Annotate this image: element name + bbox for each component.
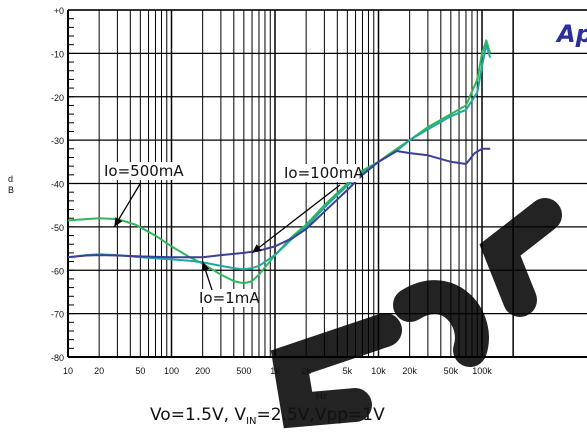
annotation-label: Io=500mA xyxy=(104,162,184,180)
x-tick-label: 20k xyxy=(402,366,417,376)
watermark xyxy=(270,198,562,429)
x-tick-label: 10 xyxy=(63,366,73,376)
x-axis-label: Hz xyxy=(316,391,327,401)
y-axis-label-line-1: d xyxy=(8,174,13,184)
x-tick-label: 1k xyxy=(270,366,280,376)
caption: Vo=1.5V, VIN=2.5V,Vpp=1V xyxy=(150,405,385,427)
x-tick-label: 500 xyxy=(236,366,251,376)
y-tick-label: +0 xyxy=(54,6,64,16)
annotation-arrow-head xyxy=(114,217,123,227)
caption-post: =2.5V,Vpp=1V xyxy=(257,405,386,425)
annotation-arrow-head xyxy=(252,244,262,253)
annotation-arrow-line xyxy=(251,184,341,254)
tick-labels: 10 20 50 100 200 500 1k 2k 5k 10k 20k 50k 100k +0 -10 -… xyxy=(51,6,492,376)
x-tick-label: 200 xyxy=(195,366,210,376)
x-tick-label: 5k xyxy=(343,366,353,376)
watermark-stroke-m xyxy=(479,198,562,317)
annotation-label: Io=100mA xyxy=(284,164,364,182)
annotation-label-bg xyxy=(197,289,257,307)
y-tick-label: -70 xyxy=(51,310,64,320)
annotation-arrow-head xyxy=(201,261,210,272)
y-tick-label: -30 xyxy=(51,136,64,146)
annotation-label: Io=1mA xyxy=(199,289,260,307)
y-tick-label: -40 xyxy=(51,180,64,190)
caption-pre: Vo=1.5V, V xyxy=(150,405,246,425)
annotations: Io=500mA Io=100mA Io=1mA xyxy=(102,162,364,307)
annotation-label-bg xyxy=(282,164,360,182)
x-tick-label: 50 xyxy=(135,366,145,376)
x-tick-label: 2k xyxy=(301,366,311,376)
y-tick-label: -20 xyxy=(51,93,64,103)
series-line xyxy=(67,43,492,271)
series-line xyxy=(67,147,491,259)
y-tick-label: -50 xyxy=(51,223,64,233)
y-tick-label: -60 xyxy=(51,266,64,276)
caption-sub: IN xyxy=(246,416,256,427)
logo-text: Ap xyxy=(555,20,587,48)
x-tick-label: 10k xyxy=(371,366,386,376)
y-tick-label: -80 xyxy=(51,353,64,363)
y-axis-label-line-2: B xyxy=(8,185,14,195)
plot-curves xyxy=(67,39,492,285)
x-tick-label: 50k xyxy=(444,366,459,376)
x-tick-label: 100k xyxy=(472,366,492,376)
y-tick-label: -10 xyxy=(51,49,64,59)
annotation-label-bg xyxy=(102,162,180,180)
x-tick-label: 20 xyxy=(94,366,104,376)
x-tick-label: 100 xyxy=(164,366,179,376)
